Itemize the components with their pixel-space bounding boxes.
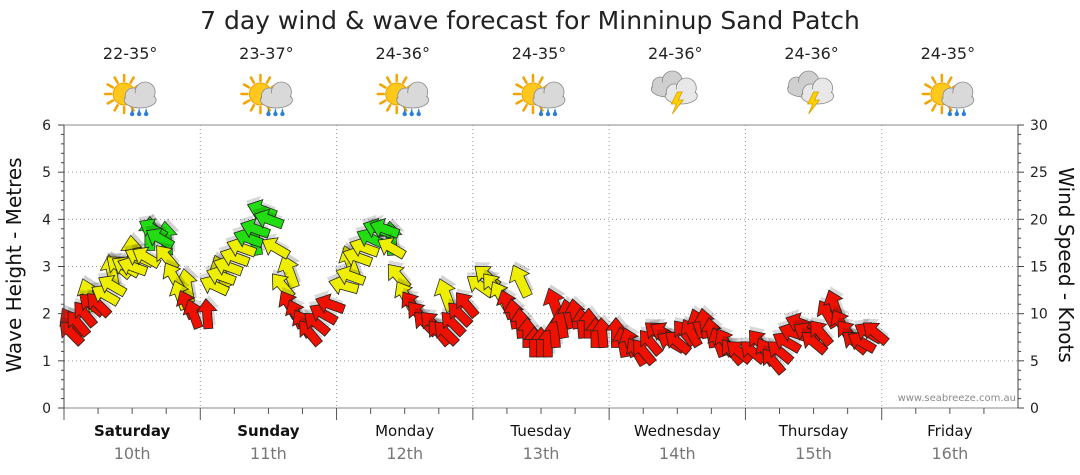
day-name: Saturday (94, 422, 171, 440)
wave-arrow (508, 261, 534, 299)
sun-cloud-rain-icon (240, 73, 293, 117)
wave-arrow (276, 251, 302, 290)
day-date: 13th (523, 444, 560, 463)
wind-arrow (145, 224, 176, 251)
wind-arrow (313, 290, 346, 315)
y-left-tick-label: 0 (42, 401, 51, 417)
wind-arrow (334, 261, 367, 286)
y-right-tick-label: 15 (1030, 260, 1048, 276)
day-date: 16th (931, 444, 968, 463)
storm-cloud-icon (650, 70, 698, 115)
wind-arrow (97, 271, 128, 298)
y-left-tick-label: 5 (42, 165, 51, 181)
y-right-tick-label: 10 (1030, 307, 1048, 323)
wind-arrow (810, 316, 835, 348)
wind-arrow (196, 295, 220, 330)
y-left-tick-label: 1 (42, 354, 51, 370)
y-axis-left-title: Wave Height - Metres (2, 157, 26, 372)
y-axis-right: 0 5 10 15 20 25 30 (1017, 118, 1048, 417)
y-right-tick-label: 20 (1030, 212, 1048, 228)
day-name: Sunday (237, 422, 300, 440)
wind-arrow (204, 261, 237, 286)
wind-arrow (368, 214, 401, 239)
y-right-tick-label: 0 (1030, 401, 1039, 417)
day-temp-range: 24-35° (921, 44, 976, 63)
day-temp-range: 24-36° (784, 44, 839, 63)
y-right-tick-label: 5 (1030, 354, 1039, 370)
day-date: 15th (795, 444, 832, 463)
y-left-tick-label: 4 (42, 212, 51, 228)
wind-arrow (455, 288, 480, 320)
day-name: Thursday (778, 422, 849, 440)
day-temp-range: 24-36° (648, 44, 703, 63)
day-date: 11th (250, 444, 287, 463)
sun-cloud-rain-icon (512, 73, 566, 117)
y-axis-left: 0 1 2 3 4 5 6 (42, 118, 65, 417)
y-left-tick-label: 6 (42, 118, 51, 134)
wind-arrow (862, 318, 890, 347)
wind-arrow (238, 214, 271, 239)
y-right-tick-label: 25 (1030, 165, 1048, 181)
day-temp-range: 22-35° (103, 44, 158, 63)
wind-arrows (59, 195, 890, 376)
day-temp-range: 24-36° (375, 44, 430, 63)
day-temp-range: 24-35° (512, 44, 567, 63)
storm-cloud-icon (787, 70, 834, 115)
day-temp-range: 23-37° (239, 44, 294, 63)
day-name: Tuesday (509, 422, 571, 440)
wind-arrow (252, 205, 285, 230)
y-left-tick-label: 2 (42, 307, 51, 323)
day-date: 14th (659, 444, 696, 463)
day-labels: Saturday 10th Sunday 11th Monday 12th Tuesday 1… (94, 422, 973, 463)
forecast-header: 22-35° 23-37° 24-36° 24-35° 24-36° 24-36° 24-3… (103, 44, 976, 117)
day-name: Friday (927, 422, 973, 440)
wind-arrow (376, 233, 407, 260)
day-date: 10th (114, 444, 151, 463)
day-name: Monday (375, 422, 434, 440)
day-date: 12th (386, 444, 423, 463)
plot-grid (63, 124, 1019, 420)
sun-cloud-rain-icon (921, 73, 975, 117)
y-axis-right-title: Wind Speed - Knots (1054, 167, 1078, 363)
wind-arrow (131, 243, 162, 270)
wind-arrow (326, 271, 360, 296)
credit-text: www.seabreeze.com.au (898, 393, 1016, 404)
sun-cloud-rain-icon (103, 73, 157, 117)
wind-arrow (261, 233, 292, 260)
day-name: Wednesday (634, 422, 721, 440)
sun-cloud-rain-icon (376, 73, 430, 117)
chart-title: 7 day wind & wave forecast for Minninup … (200, 6, 860, 35)
y-right-tick-label: 30 (1030, 118, 1048, 134)
y-left-tick-label: 3 (42, 260, 51, 276)
